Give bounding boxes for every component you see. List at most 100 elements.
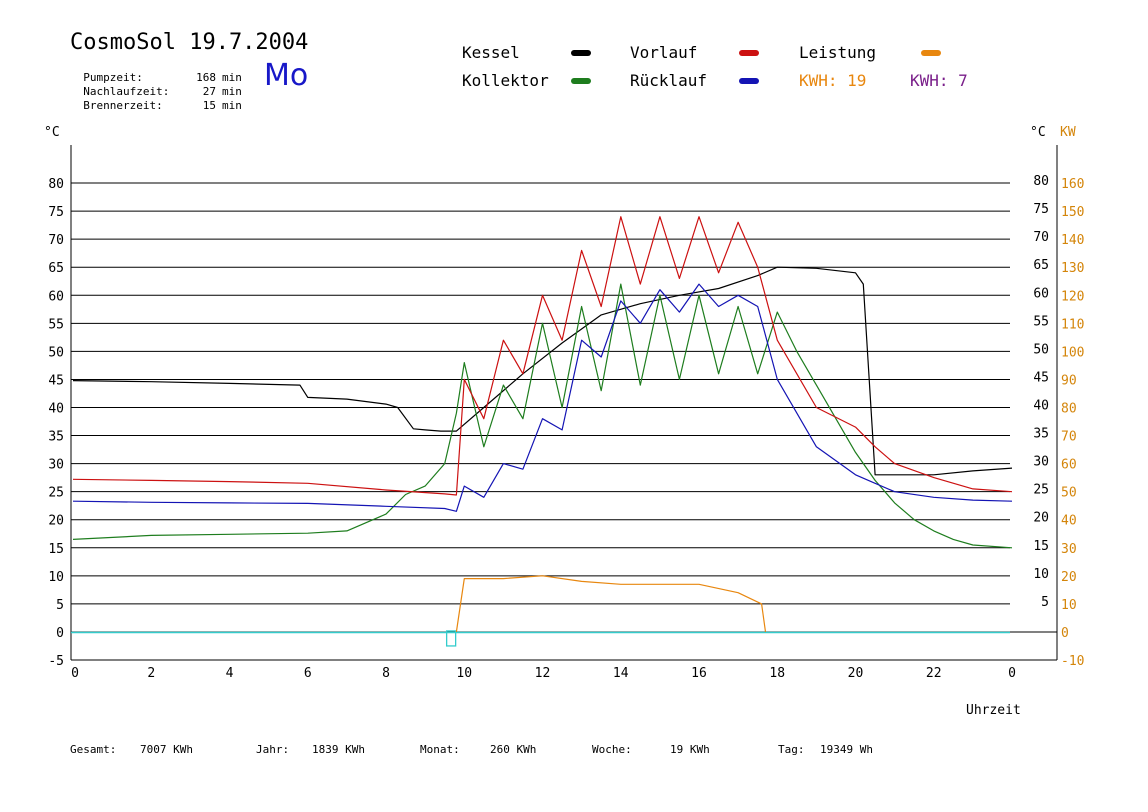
y-tick-right-kw: -10 [1061,654,1084,669]
y-tick-right-c: 25 [1033,483,1049,498]
legend-kwh-orange: KWH: 19 [799,71,867,90]
series-line-kollektor [72,283,1013,549]
legend-leistung-swatch [921,50,941,56]
x-tick: 6 [304,666,312,681]
y-tick-right-kw: 100 [1061,345,1084,360]
series-line-ruecklauf [72,283,1013,512]
stat-value: 168 [196,71,216,84]
legend-kollektor-swatch [571,78,591,84]
y-tick-right-c: 35 [1033,427,1049,442]
x-tick: 0 [1008,666,1016,681]
x-tick: 4 [226,666,234,681]
y-tick-right-c: 15 [1033,539,1049,554]
y-tick-left: 5 [56,598,64,613]
y-tick-right-c: 55 [1033,314,1049,329]
footer-jahr-value: 1839 KWh [312,743,365,756]
y-tick-left: 80 [48,177,64,192]
y-tick-left: 10 [48,570,64,585]
y-tick-right-kw: 110 [1061,317,1084,332]
y-tick-left: 75 [48,205,64,220]
stat-nachlaufzeit: Nachlaufzeit: 27 min [70,72,242,98]
x-tick: 22 [926,666,942,681]
y-tick-right-c: 60 [1033,286,1049,301]
y-axis-label-right-kw: KW [1060,125,1076,140]
y-tick-right-kw: 120 [1061,289,1084,304]
series-line-vorlauf [72,216,1013,496]
y-tick-right-c: 75 [1033,202,1049,217]
stat-brennerzeit: Brennerzeit: 15 min [70,86,242,112]
y-tick-right-c: 70 [1033,230,1049,245]
y-tick-right-kw: 20 [1061,570,1077,585]
y-tick-left: 50 [48,345,64,360]
y-tick-left: 70 [48,233,64,248]
stat-pumpzeit: Pumpzeit: 168 min [70,58,242,84]
footer-tag-value: 19349 Wh [820,743,873,756]
stat-label: Pumpzeit: [83,71,143,84]
y-tick-left: 45 [48,373,64,388]
x-tick: 8 [382,666,390,681]
y-tick-left: 55 [48,317,64,332]
x-tick: 12 [535,666,551,681]
legend-vorlauf-label: Vorlauf [630,43,698,62]
x-tick: 16 [691,666,707,681]
y-tick-left: 0 [56,626,64,641]
x-tick: 20 [848,666,864,681]
legend-leistung-label: Leistung [799,43,877,62]
y-tick-left: 25 [48,486,64,501]
y-tick-left: 40 [48,402,64,417]
y-tick-right-c: 5 [1041,595,1049,610]
y-tick-right-kw: 30 [1061,542,1077,557]
footer-woche-label: Woche: [592,743,632,756]
x-tick: 18 [769,666,785,681]
grid-layer [70,145,1058,661]
footer-jahr-label: Jahr: [256,743,290,756]
legend-ruecklauf-label: Rücklauf [630,71,708,90]
y-tick-right-kw: 60 [1061,458,1077,473]
footer-tag-label: Tag: [778,743,805,756]
footer-gesamt-value: 7007 KWh [140,743,193,756]
stat-unit: min [222,99,242,112]
y-tick-left: 60 [48,289,64,304]
legend-vorlauf-swatch [739,50,759,56]
x-tick: 14 [613,666,629,681]
x-tick: 10 [456,666,472,681]
legend-kwh-purple: KWH: 7 [910,71,968,90]
y-tick-right-kw: 150 [1061,205,1084,220]
footer-woche-value: 19 KWh [670,743,710,756]
y-tick-right-c: 40 [1033,399,1049,414]
stat-unit: min [222,85,242,98]
weekday-label: Mo [264,58,309,93]
y-tick-right-kw: 140 [1061,233,1084,248]
y-tick-right-kw: 160 [1061,177,1084,192]
y-tick-right-kw: 0 [1061,626,1069,641]
y-tick-right-c: 10 [1033,567,1049,582]
stat-label: Brennerzeit: [83,99,163,112]
x-tick: 0 [71,666,79,681]
x-axis-label: Uhrzeit [966,703,1021,718]
pump-marker [445,630,457,647]
y-tick-left: 35 [48,430,64,445]
series-layer [72,216,1013,632]
footer-monat-value: 260 KWh [490,743,537,756]
y-tick-left: 20 [48,514,64,529]
y-axis-label-right-c: °C [1030,125,1046,140]
axis-layer: -505101520253035404550556065707580°C5101… [44,125,1084,718]
y-tick-left: 30 [48,458,64,473]
y-axis-label-left: °C [44,125,60,140]
footer-gesamt-label: Gesamt: [70,743,117,756]
legend-kollektor-label: Kollektor [462,71,549,90]
legend-kessel-swatch [571,50,591,56]
y-tick-right-c: 65 [1033,258,1049,273]
stat-value: 15 [202,99,216,112]
y-tick-right-kw: 40 [1061,514,1077,529]
y-tick-left: 65 [48,261,64,276]
y-tick-right-c: 20 [1033,511,1049,526]
stat-value: 27 [202,85,216,98]
y-tick-right-kw: 10 [1061,598,1077,613]
stat-unit: min [222,71,242,84]
y-tick-right-kw: 70 [1061,430,1077,445]
y-tick-left: 15 [48,542,64,557]
y-tick-right-kw: 50 [1061,486,1077,501]
y-tick-right-c: 30 [1033,455,1049,470]
